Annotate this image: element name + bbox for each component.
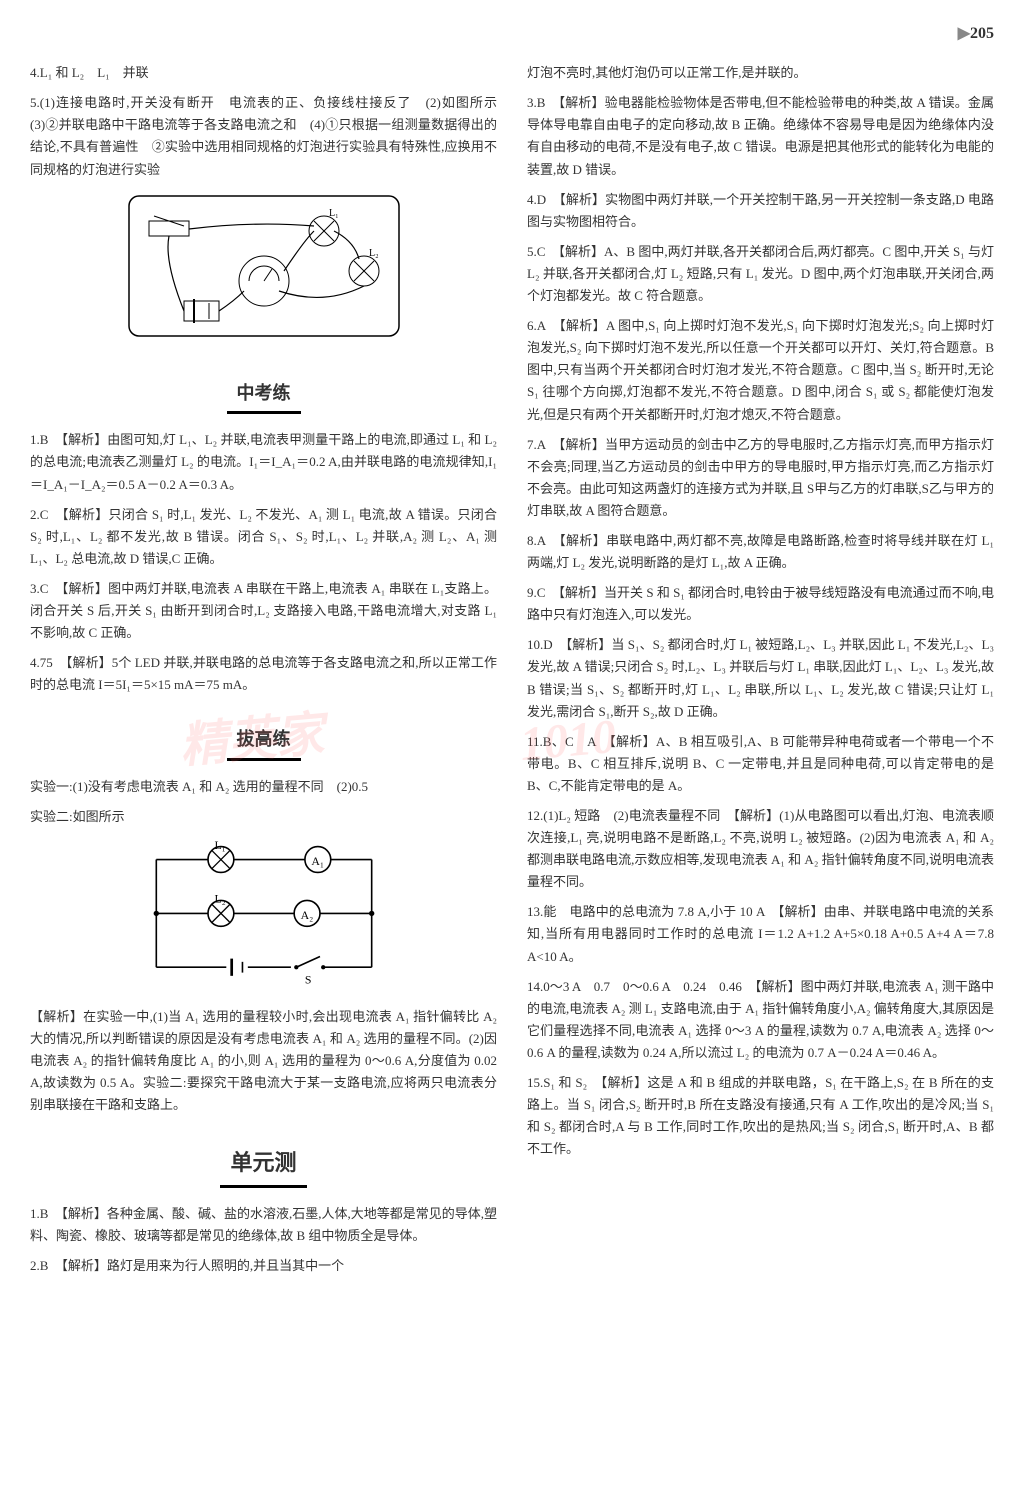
- item: 8.A 【解析】串联电路中,两灯都不亮,故障是电路断路,检查时将导线并联在灯 L…: [527, 530, 994, 574]
- item: 实验二:如图所示: [30, 806, 497, 828]
- item: 5.C 【解析】A、B 图中,两灯并联,各开关都闭合后,两灯都亮。C 图中,开关…: [527, 241, 994, 307]
- analysis: 【解析】在实验一中,(1)当 A₁ 选用的量程较小时,会出现电流表 A₁ 指针偏…: [30, 1006, 497, 1116]
- item: 4.L₁ 和 L₂ L₁ 并联: [30, 62, 497, 84]
- content: 4.L₁ 和 L₂ L₁ 并联 5.(1)连接电路时,开关没有断开 电流表的正、…: [30, 62, 994, 1285]
- section-header-danyuance: 单元测: [220, 1144, 306, 1187]
- item: 3.C 【解析】图中两灯并联,电流表 A 串联在干路上,电流表 A₁ 串联在 L…: [30, 578, 497, 644]
- svg-text:L₂: L₂: [369, 248, 379, 259]
- section-header-bagao: 拔高练: [227, 724, 301, 761]
- item: 13.能 电路中的总电流为 7.8 A,小于 10 A 【解析】由串、并联电路中…: [527, 901, 994, 967]
- circuit-diagram-2: L₁ A₁ L₂ A₂ S: [30, 838, 497, 996]
- item: 10.D 【解析】当 S₁、S₂ 都闭合时,灯 L₁ 被短路,L₂、L₃ 并联,…: [527, 634, 994, 722]
- item: 2.B 【解析】路灯是用来为行人照明的,并且当其中一个: [30, 1255, 497, 1277]
- item: 9.C 【解析】当开关 S 和 S₁ 都闭合时,电铃由于被导线短路没有电流通过而…: [527, 582, 994, 626]
- item: 4.75 【解析】5个 LED 并联,并联电路的总电流等于各支路电流之和,所以正…: [30, 652, 497, 696]
- item: 14.0～3 A 0.7 0～0.6 A 0.24 0.46 【解析】图中两灯并…: [527, 976, 994, 1064]
- item: 3.B 【解析】验电器能检验物体是否带电,但不能检验带电的种类,故 A 错误。金…: [527, 92, 994, 180]
- item: 15.S₁ 和 S₂ 【解析】这是 A 和 B 组成的并联电路，S₁ 在干路上,…: [527, 1072, 994, 1160]
- item: 2.C 【解析】只闭合 S₁ 时,L₁ 发光、L₂ 不发光、A₁ 测 L₁ 电流…: [30, 504, 497, 570]
- svg-text:L₁: L₁: [329, 208, 339, 219]
- item: 1.B 【解析】各种金属、酸、碱、盐的水溶液,石墨,人体,大地等都是常见的导体,…: [30, 1203, 497, 1247]
- svg-text:S: S: [304, 973, 311, 987]
- page-number: ▶205: [30, 20, 994, 47]
- svg-text:A₁: A₁: [311, 854, 324, 868]
- item: 6.A 【解析】A 图中,S₁ 向上掷时灯泡不发光,S₁ 向下掷时灯泡发光;S₂…: [527, 315, 994, 425]
- item: 灯泡不亮时,其他灯泡仍可以正常工作,是并联的。: [527, 62, 994, 84]
- item: 1.B 【解析】由图可知,灯 L₁、L₂ 并联,电流表甲测量干路上的电流,即通过…: [30, 429, 497, 495]
- item: 12.(1)L₂ 短路 (2)电流表量程不同 【解析】(1)从电路图可以看出,灯…: [527, 805, 994, 893]
- item: 7.A 【解析】当甲方运动员的剑击中乙方的导电服时,乙方指示灯亮,而甲方指示灯不…: [527, 434, 994, 522]
- svg-text:L₂: L₂: [214, 892, 225, 906]
- svg-text:A₂: A₂: [300, 908, 313, 922]
- circuit-diagram-1: L₁ L₂: [30, 191, 497, 348]
- item: 5.(1)连接电路时,开关没有断开 电流表的正、负接线柱接反了 (2)如图所示 …: [30, 92, 497, 180]
- item: 11.B、C A 【解析】A、B 相互吸引,A、B 可能带异种电荷或者一个带电一…: [527, 731, 994, 797]
- right-column: 灯泡不亮时,其他灯泡仍可以正常工作,是并联的。 3.B 【解析】验电器能检验物体…: [527, 62, 994, 1285]
- section-header-zhongkao: 中考练: [227, 378, 301, 415]
- left-column: 4.L₁ 和 L₂ L₁ 并联 5.(1)连接电路时,开关没有断开 电流表的正、…: [30, 62, 497, 1285]
- svg-text:L₁: L₁: [214, 838, 225, 852]
- item: 4.D 【解析】实物图中两灯并联,一个开关控制干路,另一开关控制一条支路,D 电…: [527, 189, 994, 233]
- item: 实验一:(1)没有考虑电流表 A₁ 和 A₂ 选用的量程不同 (2)0.5: [30, 776, 497, 798]
